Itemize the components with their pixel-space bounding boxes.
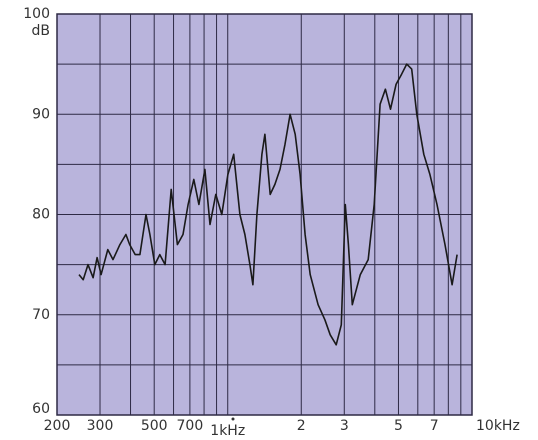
x-tick-label: 2 [297, 418, 306, 434]
x-tick-label: 10kHz [476, 418, 520, 434]
x-tick-label: 5 [394, 418, 403, 434]
y-tick-label: 80 [32, 207, 50, 223]
x-tick-label: 1kHz [210, 423, 245, 439]
x-tick-label: 500 [141, 418, 168, 434]
y-tick-label: 70 [32, 307, 50, 323]
response-curve [78, 63, 458, 346]
y-tick-label: 100 [23, 6, 50, 22]
x-tick-label: 700 [177, 418, 204, 434]
decoration-dot [231, 417, 235, 421]
x-tick-label: 300 [87, 418, 114, 434]
x-tick-label: 3 [340, 418, 349, 434]
y-tick-label: 90 [32, 106, 50, 122]
x-tick-label: 7 [430, 418, 439, 434]
x-tick-label: 200 [44, 418, 71, 434]
y-axis-label: dB [32, 23, 51, 39]
plot-border [56, 13, 473, 416]
y-tick-label: 60 [32, 401, 50, 417]
